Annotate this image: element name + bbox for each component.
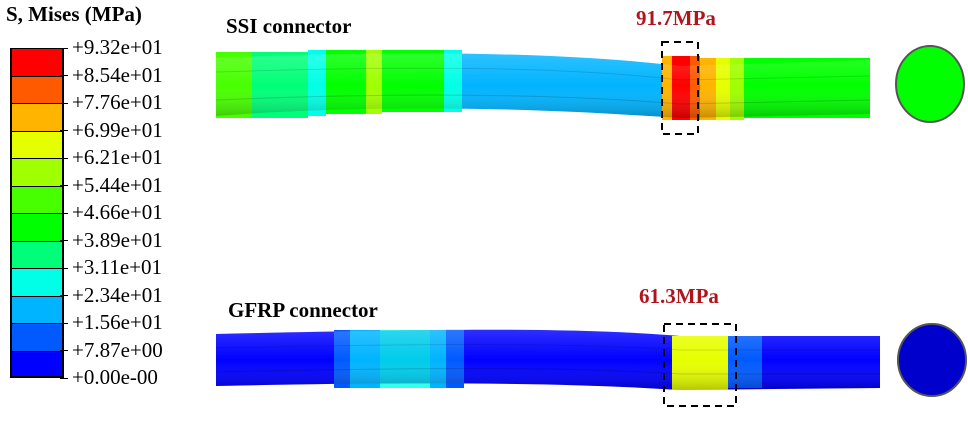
- legend-value-label: +7.87e+00: [60, 337, 163, 365]
- legend-value-label: +0.00e-00: [60, 364, 163, 392]
- gfrp-connector-bar: [215, 329, 880, 390]
- legend-swatch: [10, 240, 64, 268]
- legend-swatch: [10, 323, 64, 351]
- legend-swatch: [10, 350, 64, 378]
- legend-swatch: [10, 158, 64, 186]
- legend-value-label: +9.32e+01: [60, 34, 163, 62]
- legend-value-label: +2.34e+01: [60, 282, 163, 310]
- gfrp-connector-title: GFRP connector: [228, 298, 378, 322]
- legend-value-label: +3.11e+01: [60, 254, 163, 282]
- legend-value-label: +6.99e+01: [60, 117, 163, 145]
- gfrp-max-stress-box: [663, 323, 737, 407]
- legend-value-label: +4.66e+01: [60, 199, 163, 227]
- gfrp-max-stress-label: 61.3MPa: [639, 284, 719, 308]
- legend-value-label: +8.54e+01: [60, 62, 163, 90]
- ssi-connector-title: SSI connector: [226, 14, 352, 38]
- legend-swatch: [10, 185, 64, 213]
- gfrp-cross-section: [897, 323, 967, 397]
- legend-swatch: [10, 48, 64, 76]
- legend-swatch: [10, 295, 64, 323]
- legend-value-label: +5.44e+01: [60, 172, 163, 200]
- ssi-max-stress-box: [661, 41, 699, 135]
- ssi-connector-bar: [215, 50, 871, 120]
- legend-value-label: +3.89e+01: [60, 227, 163, 255]
- legend-value-label: +6.21e+01: [60, 144, 163, 172]
- color-scale-labels: +9.32e+01 +8.54e+01 +7.76e+01 +6.99e+01 +6.2…: [60, 34, 163, 392]
- legend-swatch: [10, 268, 64, 296]
- legend-value-label: +7.76e+01: [60, 89, 163, 117]
- legend-title: S, Mises (MPa): [6, 2, 142, 26]
- color-scale-bar: [10, 48, 64, 378]
- legend-swatch: [10, 75, 64, 103]
- ssi-cross-section: [895, 45, 965, 123]
- ssi-max-stress-label: 91.7MPa: [636, 6, 716, 30]
- legend-swatch: [10, 130, 64, 158]
- legend-value-label: +1.56e+01: [60, 309, 163, 337]
- legend-swatch: [10, 103, 64, 131]
- legend-swatch: [10, 213, 64, 241]
